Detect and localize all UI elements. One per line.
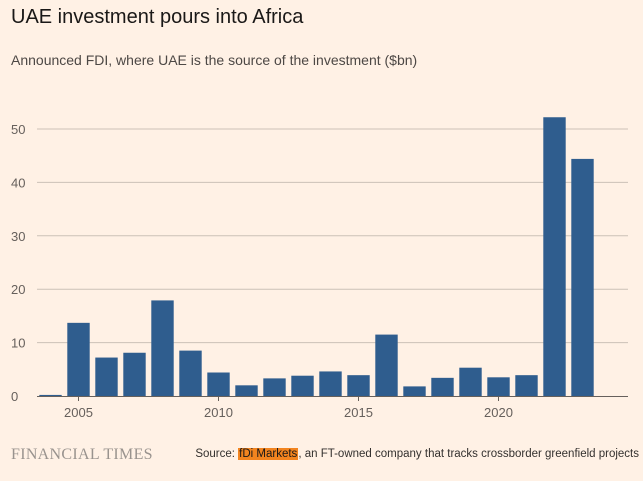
bar-2009 <box>179 350 202 396</box>
bar-2023 <box>571 158 594 396</box>
bar-2020 <box>487 377 510 396</box>
x-tick-labels: 2005 2010 2015 2020 <box>64 405 513 420</box>
source-suffix: , an FT-owned company that tracks crossb… <box>298 448 639 460</box>
bars <box>39 117 594 396</box>
chart-subtitle: Announced FDI, where UAE is the source o… <box>11 52 418 68</box>
y-tick-label-40: 40 <box>11 175 25 190</box>
x-tick-label-2005: 2005 <box>64 405 93 420</box>
x-tick-label-2020: 2020 <box>484 405 513 420</box>
bar-2011 <box>235 385 258 396</box>
y-tick-label-20: 20 <box>11 282 25 297</box>
bar-2022 <box>543 117 566 396</box>
bar-2014 <box>319 371 342 396</box>
bar-2021 <box>515 375 538 396</box>
bar-2008 <box>151 300 174 396</box>
bar-2015 <box>347 375 370 396</box>
x-tick-label-2010: 2010 <box>204 405 233 420</box>
bar-2005 <box>67 322 90 396</box>
source-note: Source: fDi Markets, an FT-owned company… <box>195 448 639 460</box>
bar-2012 <box>263 378 286 396</box>
x-tick-label-2015: 2015 <box>344 405 373 420</box>
bar-2019 <box>459 367 482 396</box>
bar-2018 <box>431 377 454 396</box>
y-tick-label-10: 10 <box>11 336 25 351</box>
bar-2010 <box>207 372 230 396</box>
bar-2004 <box>39 394 62 396</box>
bar-2016 <box>375 334 398 396</box>
bar-2006 <box>95 357 118 396</box>
bar-2013 <box>291 375 314 396</box>
bar-2017 <box>403 386 426 396</box>
x-axis <box>37 396 628 401</box>
y-tick-label-0: 0 <box>11 389 18 404</box>
source-prefix: Source: <box>195 448 239 460</box>
ft-logo: FINANCIAL TIMES <box>11 446 153 463</box>
gridlines <box>37 128 628 344</box>
y-tick-label-30: 30 <box>11 229 25 244</box>
bar-2007 <box>123 352 146 396</box>
source-link-fdi-markets[interactable]: fDi Markets <box>238 448 299 460</box>
chart-title: UAE investment pours into Africa <box>11 6 304 28</box>
y-tick-label-50: 50 <box>11 122 25 137</box>
y-tick-labels: 0 10 20 30 40 50 <box>11 122 25 404</box>
